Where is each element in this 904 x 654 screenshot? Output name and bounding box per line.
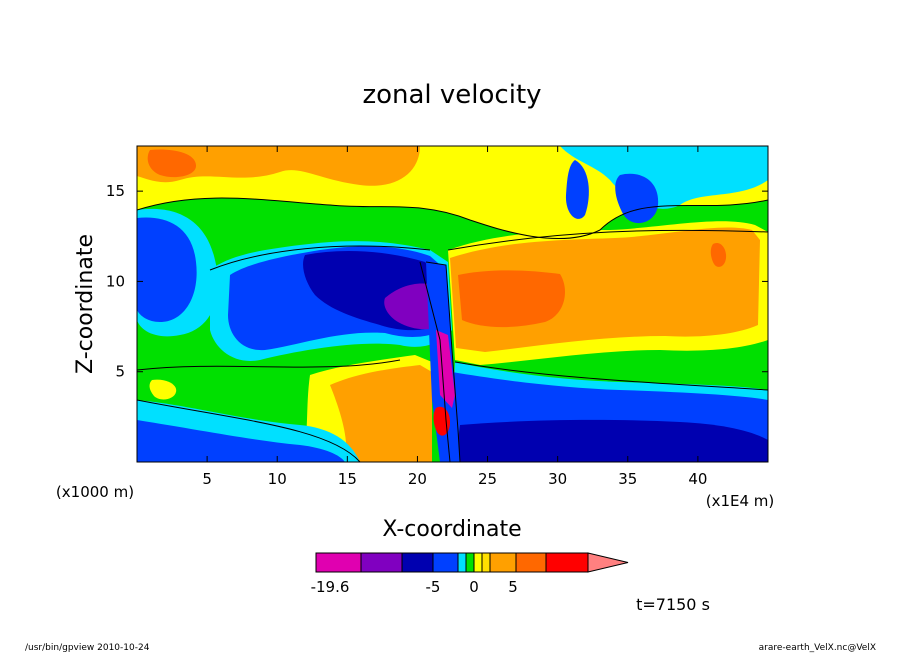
chart-title: zonal velocity bbox=[362, 80, 541, 110]
contour-line bbox=[454, 361, 768, 391]
right-dark-orange-dot bbox=[710, 242, 727, 267]
contour-line bbox=[137, 359, 401, 371]
x-axis: 5 10 15 20 25 30 35 40 bbox=[202, 146, 707, 488]
right-dark-orange bbox=[458, 270, 565, 328]
lower-left-blue bbox=[137, 420, 345, 462]
upper-orange-left bbox=[137, 146, 420, 186]
y-tick-label: 10 bbox=[106, 272, 125, 290]
colorbar-swatch bbox=[457, 552, 467, 573]
x-tick-label: 30 bbox=[548, 470, 567, 488]
y-axis-title: Z-coordinate bbox=[73, 234, 98, 374]
upper-dark-orange-blob bbox=[147, 149, 197, 178]
colorbar-swatch bbox=[515, 552, 547, 573]
lower-right-dark-blue bbox=[455, 419, 768, 462]
upper-right-blue-streak bbox=[565, 160, 589, 219]
y-axis: 5 10 15 bbox=[106, 182, 768, 381]
lower-orange bbox=[330, 365, 432, 462]
colorbar-swatch bbox=[432, 552, 459, 573]
x-tick-label: 10 bbox=[268, 470, 287, 488]
x-tick-label: 25 bbox=[478, 470, 497, 488]
contour-field bbox=[137, 146, 768, 462]
contour-line bbox=[419, 261, 451, 462]
x-unit-right-label: (x1E4 m) bbox=[706, 492, 775, 510]
colorbar-swatch bbox=[489, 552, 517, 573]
colorbar-tick-label: -5 bbox=[426, 578, 441, 596]
plot-frame bbox=[136, 145, 769, 463]
contour-line bbox=[447, 229, 768, 251]
colorbar-swatch bbox=[465, 552, 475, 573]
time-label: t=7150 s bbox=[636, 595, 710, 614]
lower-left-yellow-dot bbox=[149, 379, 177, 400]
x-tick-label: 5 bbox=[202, 470, 212, 488]
upper-right-cyan bbox=[560, 146, 768, 209]
left-blue-cell bbox=[137, 217, 197, 322]
colorbar-tick-label: -19.6 bbox=[311, 578, 350, 596]
contour-line bbox=[137, 399, 361, 462]
contour-lines bbox=[137, 197, 768, 462]
colorbar-swatch bbox=[473, 552, 483, 573]
colorbar-swatch bbox=[481, 552, 491, 573]
colorbar-swatch bbox=[360, 552, 403, 573]
x-tick-label: 15 bbox=[338, 470, 357, 488]
x-tick-label: 20 bbox=[408, 470, 427, 488]
contour-line bbox=[209, 245, 431, 271]
colorbar-tick-label: 0 bbox=[469, 578, 479, 596]
x-axis-title: X-coordinate bbox=[382, 517, 521, 542]
colorbar-swatch bbox=[401, 552, 434, 573]
contour-line bbox=[137, 197, 768, 240]
colorbar-overflow-triangle bbox=[587, 552, 629, 573]
colorbar-swatch bbox=[545, 552, 589, 573]
y-tick-label: 15 bbox=[106, 182, 125, 200]
colorbar-tick-label: 5 bbox=[508, 578, 518, 596]
y-tick-label: 5 bbox=[115, 363, 125, 381]
contour-line bbox=[425, 261, 461, 462]
x-tick-label: 40 bbox=[688, 470, 707, 488]
x-tick-label: 35 bbox=[618, 470, 637, 488]
footer-left: /usr/bin/gpview 2010-10-24 bbox=[25, 643, 150, 653]
upper-right-blue-blob bbox=[615, 173, 659, 224]
x-unit-left-label: (x1000 m) bbox=[56, 483, 134, 501]
colorbar: -19.6 -5 0 5 bbox=[311, 552, 629, 596]
footer-right: arare-earth_VelX.nc@VelX bbox=[759, 643, 876, 653]
colorbar-swatch bbox=[315, 552, 362, 573]
